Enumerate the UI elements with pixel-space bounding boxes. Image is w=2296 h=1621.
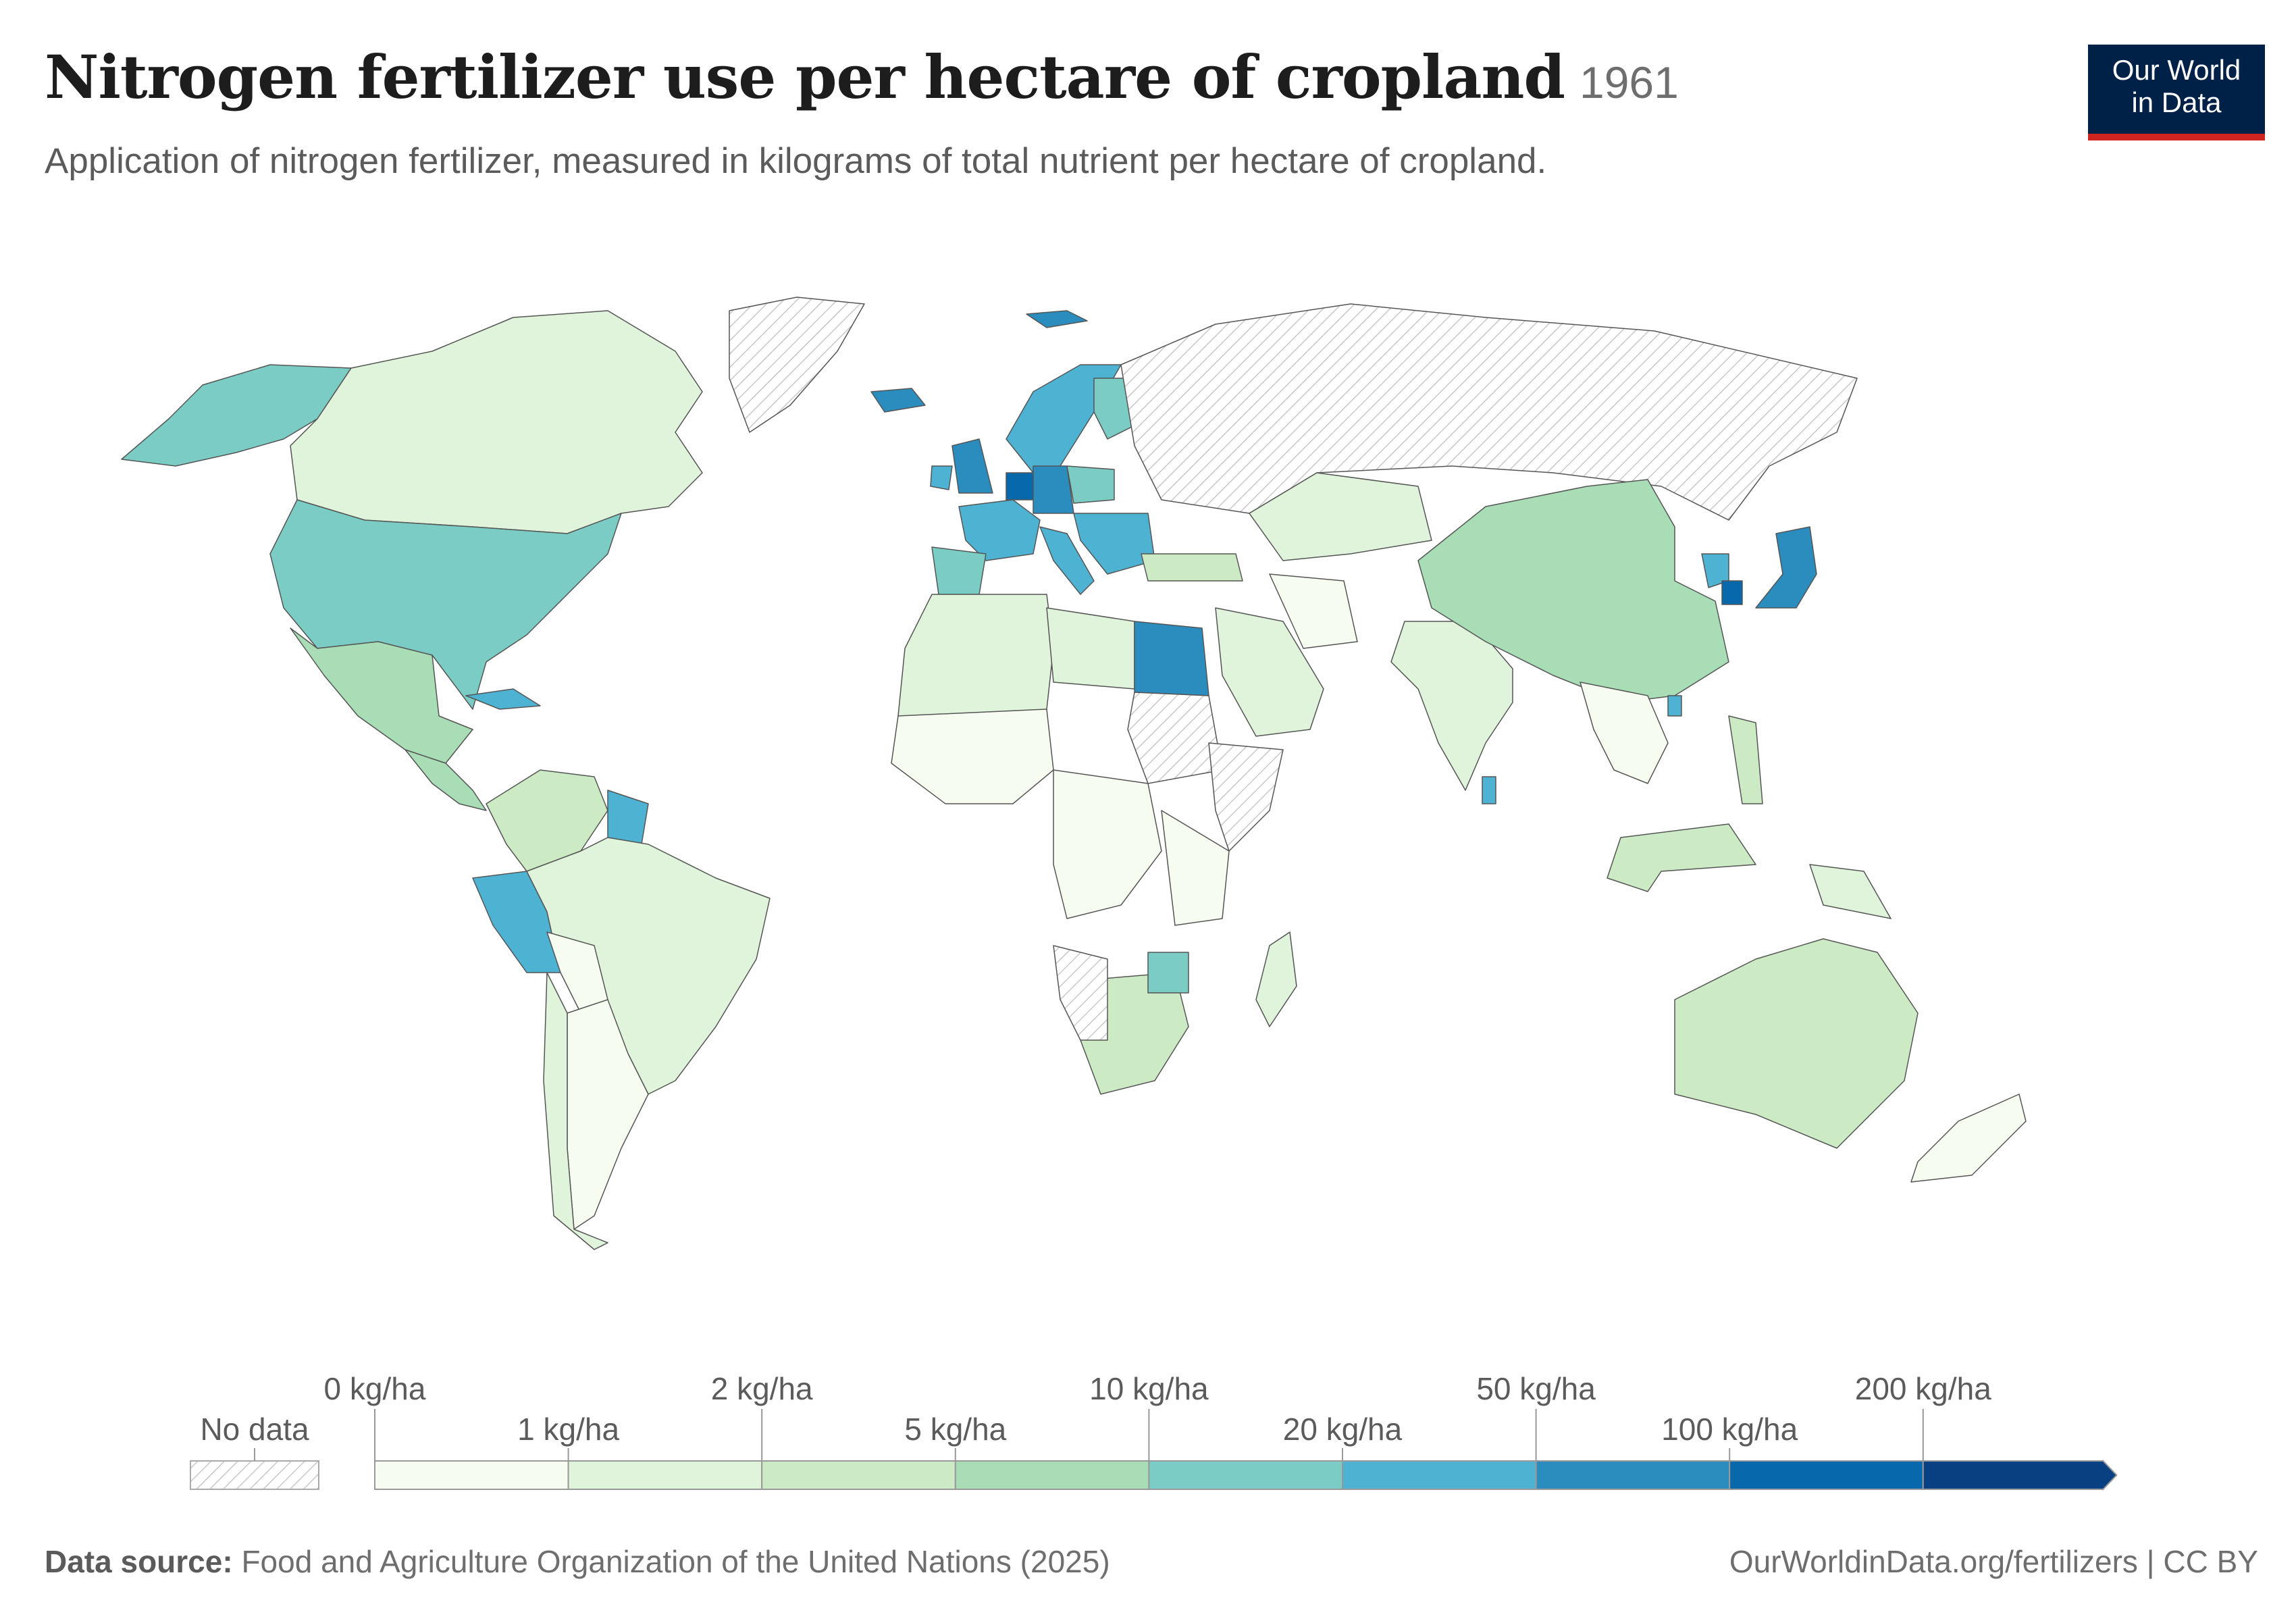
region-central-asia[interactable] — [1249, 472, 1432, 561]
legend-no-data-swatch[interactable] — [190, 1460, 319, 1490]
legend-bin-1[interactable] — [567, 1460, 763, 1490]
legend-bin-0[interactable] — [374, 1460, 569, 1490]
owid-logo[interactable]: Our World in Data — [2088, 45, 2265, 140]
credit-link[interactable]: OurWorldinData.org/fertilizers | CC BY — [1729, 1544, 2258, 1579]
region-iran[interactable] — [1269, 573, 1358, 649]
year-label[interactable]: 1961 — [1580, 57, 1679, 107]
legend-label-4: 10 kg/ha — [1089, 1371, 1209, 1406]
legend-label-1: 1 kg/ha — [517, 1412, 619, 1447]
region-svalbard[interactable] — [1026, 310, 1088, 328]
region-indonesia[interactable] — [1607, 823, 1756, 892]
region-madagascar[interactable] — [1255, 931, 1297, 1027]
legend-no-data-label: No data — [200, 1412, 309, 1447]
chart-title: Nitrogen fertilizer use per hectare of c… — [45, 42, 1565, 112]
legend-bin-8[interactable] — [1922, 1460, 2118, 1490]
region-sudan[interactable] — [1127, 692, 1223, 784]
title-row: Nitrogen fertilizer use per hectare of c… — [45, 42, 1679, 112]
region-central-africa[interactable] — [1053, 769, 1162, 919]
region-canada[interactable] — [290, 310, 703, 534]
legend-label-7: 100 kg/ha — [1661, 1412, 1798, 1447]
region-horn-of-africa[interactable] — [1208, 742, 1284, 852]
region-turkey[interactable] — [1141, 553, 1243, 582]
data-source: Data source: Food and Agriculture Organi… — [45, 1543, 1110, 1580]
region-sri-lanka[interactable] — [1482, 776, 1496, 804]
region-arabia[interactable] — [1215, 607, 1324, 737]
region-namibia[interactable] — [1053, 945, 1108, 1041]
legend-label-2: 2 kg/ha — [711, 1371, 813, 1406]
region-central-america[interactable] — [405, 749, 487, 811]
data-source-text: Food and Agriculture Organization of the… — [241, 1544, 1110, 1579]
legend-bin-7[interactable] — [1729, 1460, 1924, 1490]
chart-subtitle: Application of nitrogen fertilizer, meas… — [45, 141, 1547, 181]
region-south-korea[interactable] — [1721, 580, 1743, 605]
legend-label-6: 50 kg/ha — [1476, 1371, 1596, 1406]
legend-bin-2[interactable] — [761, 1460, 956, 1490]
legend-label-3: 5 kg/ha — [904, 1412, 1006, 1447]
legend-bin-4[interactable] — [1148, 1460, 1344, 1490]
region-france[interactable] — [958, 499, 1041, 561]
region-australia[interactable] — [1674, 938, 1919, 1149]
region-russia[interactable] — [1120, 303, 1858, 521]
region-taiwan[interactable] — [1667, 695, 1682, 717]
legend-label-8: 200 kg/ha — [1855, 1371, 1991, 1406]
region-papua-new-guinea[interactable] — [1809, 864, 1891, 919]
region-cuba[interactable] — [465, 688, 541, 710]
data-source-label: Data source: — [45, 1544, 233, 1579]
region-japan[interactable] — [1755, 526, 1817, 609]
legend-bin-6[interactable] — [1535, 1460, 1731, 1490]
logo-line-2: in Data — [2131, 86, 2222, 118]
region-iceland[interactable] — [870, 388, 926, 413]
region-east-africa[interactable] — [1161, 810, 1230, 926]
region-united-kingdom[interactable] — [951, 438, 993, 494]
region-united-states[interactable] — [269, 499, 622, 710]
legend-bin-3[interactable] — [954, 1460, 1150, 1490]
region-poland[interactable] — [1066, 465, 1115, 504]
region-mexico[interactable] — [290, 627, 473, 764]
legend-label-0: 0 kg/ha — [324, 1371, 426, 1406]
region-southeast-asia[interactable] — [1580, 681, 1669, 784]
legend-bin-5[interactable] — [1342, 1460, 1537, 1490]
region-balkans[interactable] — [1073, 513, 1155, 575]
region-northern-south-america[interactable] — [486, 769, 608, 872]
region-italy[interactable] — [1039, 526, 1095, 595]
region-chile[interactable] — [543, 972, 608, 1250]
region-finland[interactable] — [1093, 378, 1135, 440]
region-west-africa[interactable] — [891, 709, 1054, 804]
region-china[interactable] — [1417, 479, 1729, 703]
region-philippines[interactable] — [1728, 715, 1763, 804]
legend-label-5: 20 kg/ha — [1283, 1412, 1403, 1447]
region-ireland[interactable] — [930, 465, 953, 490]
region-zimbabwe[interactable] — [1147, 952, 1189, 994]
region-new-zealand[interactable] — [1910, 1093, 2027, 1183]
logo-line-1: Our World — [2112, 54, 2241, 86]
region-greenland[interactable] — [729, 297, 865, 433]
